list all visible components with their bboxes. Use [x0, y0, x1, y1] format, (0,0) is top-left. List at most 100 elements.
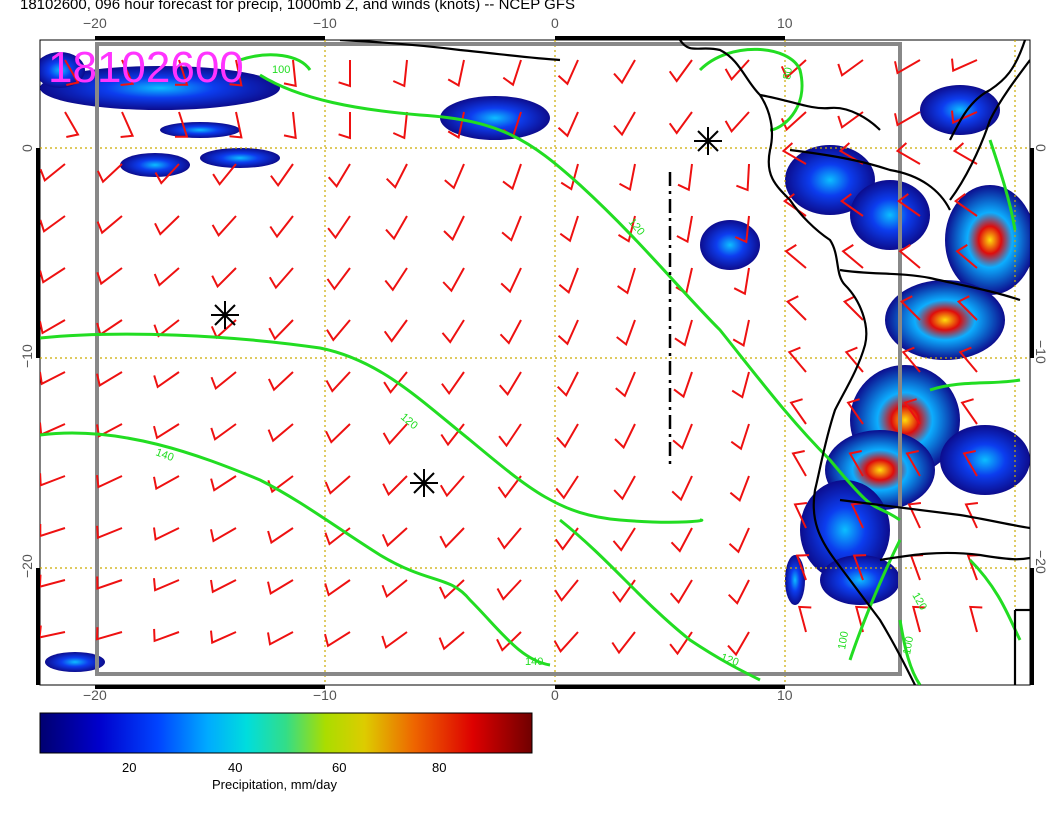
wind-barb — [668, 111, 693, 135]
wind-barb — [153, 267, 180, 287]
wind-barb — [953, 193, 978, 217]
wind-barb — [384, 267, 408, 292]
wind-barb — [267, 475, 294, 494]
wind-barb — [907, 502, 922, 529]
wind-barb — [795, 554, 810, 581]
wind-barb — [324, 475, 351, 495]
wind-barb — [438, 631, 465, 651]
wind-barb — [674, 319, 693, 347]
wind-barb — [40, 267, 66, 284]
wind-barb — [724, 111, 750, 133]
wind-barb — [676, 215, 693, 244]
wind-barb — [556, 423, 579, 449]
colorbar-ramp — [39, 712, 533, 754]
wind-barb — [675, 267, 693, 295]
wind-barb — [385, 163, 408, 189]
height-contours — [40, 47, 1022, 685]
wind-barb — [324, 631, 351, 648]
lat-tick: −10 — [19, 344, 35, 368]
wind-barb — [154, 215, 180, 236]
contour-label: 120 — [909, 591, 929, 613]
lon-tick: 0 — [551, 687, 559, 703]
lat-tick: −20 — [1033, 550, 1049, 574]
wind-barb — [731, 371, 750, 399]
wind-barb — [338, 112, 351, 140]
wind-barb — [968, 605, 983, 633]
wind-barb — [497, 475, 522, 499]
map-title: 18102600, 096 hour forecast for precip, … — [20, 0, 575, 13]
wind-barb — [734, 215, 750, 244]
wind-barb — [613, 475, 636, 501]
lat-tick: 0 — [19, 144, 35, 152]
wind-barb — [267, 631, 294, 646]
wind-barb — [326, 319, 351, 342]
contour-label: 100 — [901, 635, 916, 655]
wind-barb — [40, 473, 66, 487]
wind-barb — [383, 319, 408, 343]
wind-barb — [283, 111, 297, 140]
lon-tick: 10 — [777, 15, 793, 31]
wind-barb — [894, 111, 921, 127]
wind-barb — [268, 267, 294, 290]
lon-ticks-top: −20 −10 0 10 — [83, 15, 793, 31]
lat-tick: −20 — [19, 554, 35, 578]
wind-barb — [903, 398, 921, 425]
wind-barb — [613, 111, 636, 137]
wind-barb — [502, 59, 522, 87]
wind-barb — [787, 346, 807, 373]
wind-barb — [267, 527, 294, 545]
wind-barb — [64, 59, 80, 86]
wind-barb — [619, 163, 636, 192]
wind-barb — [899, 295, 921, 321]
contour-label: 120 — [719, 652, 740, 670]
wind-barb — [729, 475, 750, 502]
wind-barb — [267, 371, 294, 392]
wind-barb — [212, 163, 237, 186]
pressure-markers — [211, 127, 722, 497]
wind-barb — [40, 625, 66, 639]
wind-barb — [40, 524, 66, 538]
wind-barb — [502, 163, 522, 191]
wind-barb — [211, 215, 237, 237]
wind-barb — [673, 371, 693, 399]
wind-barb — [229, 59, 243, 87]
wind-barb — [496, 631, 522, 652]
lon-ticks-bottom: −20 −10 0 10 — [83, 687, 793, 703]
wind-barb — [557, 111, 579, 138]
wind-barb — [842, 295, 864, 321]
wind-barb — [96, 163, 123, 184]
wind-barb — [96, 474, 123, 489]
wind-barb — [498, 371, 522, 396]
wind-barb — [730, 423, 750, 451]
wind-barb — [175, 59, 189, 86]
wind-barb — [668, 59, 693, 83]
lon-tick: −10 — [313, 15, 337, 31]
wind-barb — [797, 605, 812, 633]
wind-barb — [554, 579, 579, 602]
wind-barb — [785, 295, 807, 321]
wind-barb — [670, 527, 693, 553]
wind-barb — [40, 371, 66, 386]
wind-barb — [669, 579, 693, 604]
wind-barb — [896, 193, 921, 217]
wind-barb — [962, 450, 978, 477]
wind-barb — [727, 579, 750, 605]
wind-barb — [727, 631, 750, 657]
coastlines — [339, 40, 1030, 685]
wind-barb — [846, 398, 864, 425]
wind-barb — [611, 631, 636, 655]
lon-tick: −20 — [83, 15, 107, 31]
wind-barb — [153, 578, 180, 592]
lon-tick: 10 — [777, 687, 793, 703]
wind-barb — [672, 423, 693, 450]
wind-barb — [733, 267, 750, 296]
wind-barb — [96, 525, 123, 540]
wind-barb — [555, 475, 579, 500]
wind-barb — [560, 163, 579, 191]
wind-barb — [854, 605, 869, 633]
wind-barb — [96, 215, 123, 235]
wind-barb — [327, 163, 351, 188]
wind-barb — [789, 398, 807, 425]
wind-barb — [439, 527, 465, 549]
